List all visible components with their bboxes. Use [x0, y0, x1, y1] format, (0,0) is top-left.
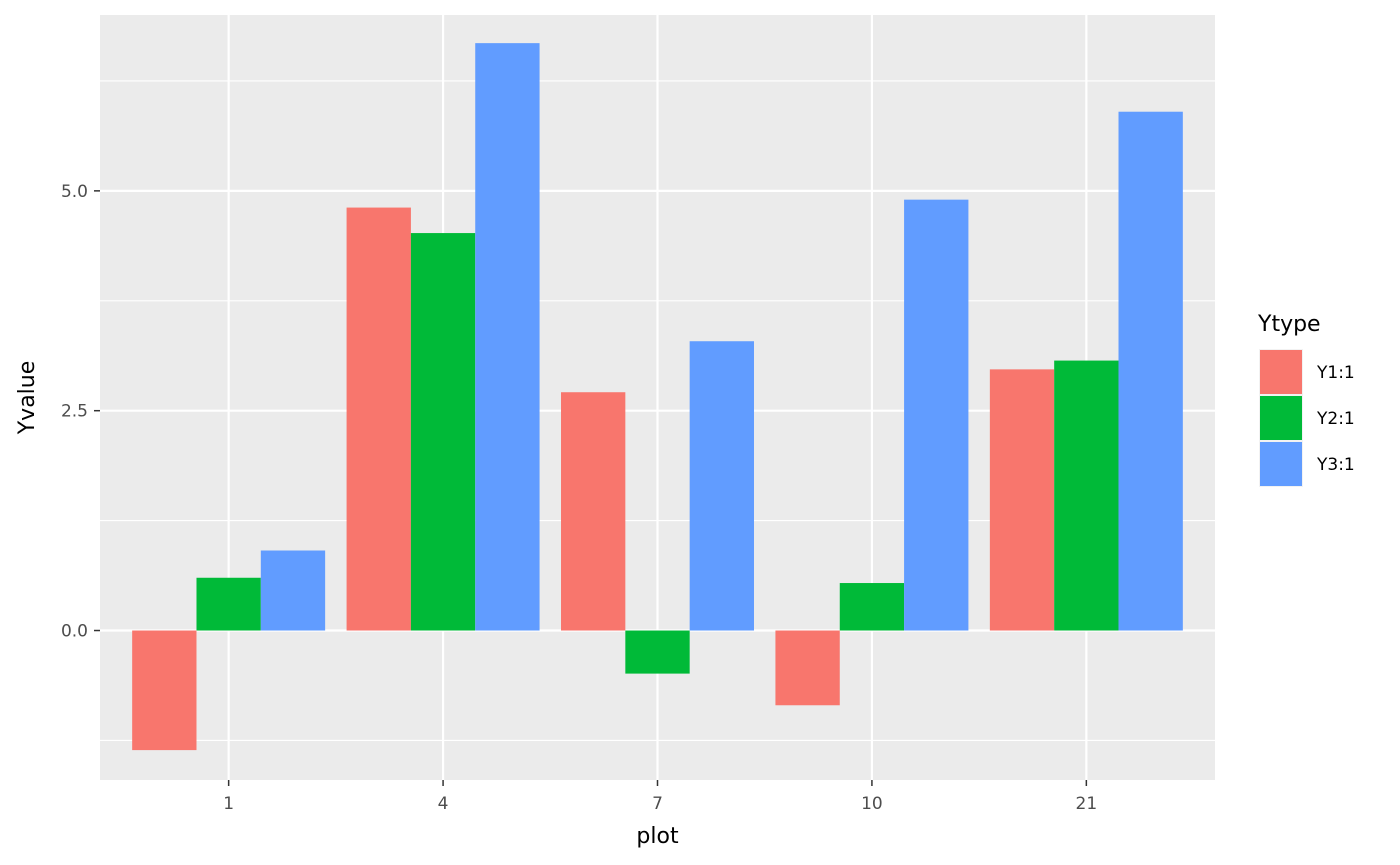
bar-y11-cat-10 [775, 630, 840, 706]
bar-y31-cat-21 [1118, 111, 1183, 631]
bar-y21-cat-4 [410, 233, 476, 631]
bars [132, 43, 1183, 751]
legend-swatch [1260, 442, 1302, 486]
x-axis: 1 4 7 10 21 [223, 780, 1097, 814]
bar-y31-cat-1 [260, 550, 326, 631]
x-tick-label: 1 [223, 794, 234, 814]
bar-y11-cat-7 [561, 392, 626, 631]
bar-y21-cat-7 [625, 630, 690, 674]
bar-y11-cat-4 [346, 207, 411, 631]
bar-y31-cat-4 [475, 43, 540, 631]
legend-swatch [1260, 396, 1302, 440]
x-tick-label: 7 [652, 794, 663, 814]
legend-title: Ytype [1257, 312, 1321, 337]
bar-y11-cat-21 [989, 369, 1055, 631]
y-tick-label: 2.5 [61, 402, 88, 422]
bar-y21-cat-10 [839, 583, 905, 631]
bar-y31-cat-10 [904, 199, 969, 631]
y-axis: 0.0 2.5 5.0 [61, 182, 100, 642]
legend-label: Y2:1 [1316, 409, 1355, 429]
y-tick-label: 5.0 [61, 182, 88, 202]
x-tick-label: 4 [438, 794, 449, 814]
bar-y11-cat-1 [132, 630, 197, 751]
legend-label: Y1:1 [1316, 363, 1355, 383]
y-tick-label: 0.0 [61, 622, 88, 642]
bar-y21-cat-1 [196, 577, 261, 631]
x-tick-label: 21 [1076, 794, 1098, 814]
x-axis-title: plot [636, 824, 679, 849]
legend-swatch [1260, 350, 1302, 394]
x-tick-label: 10 [861, 794, 883, 814]
bar-y31-cat-7 [689, 341, 754, 631]
bar-y21-cat-21 [1054, 360, 1119, 631]
legend: Ytype Y1:1 Y2:1 Y3:1 [1257, 312, 1355, 487]
legend-label: Y3:1 [1316, 455, 1355, 475]
y-axis-title: Yvalue [15, 361, 40, 436]
